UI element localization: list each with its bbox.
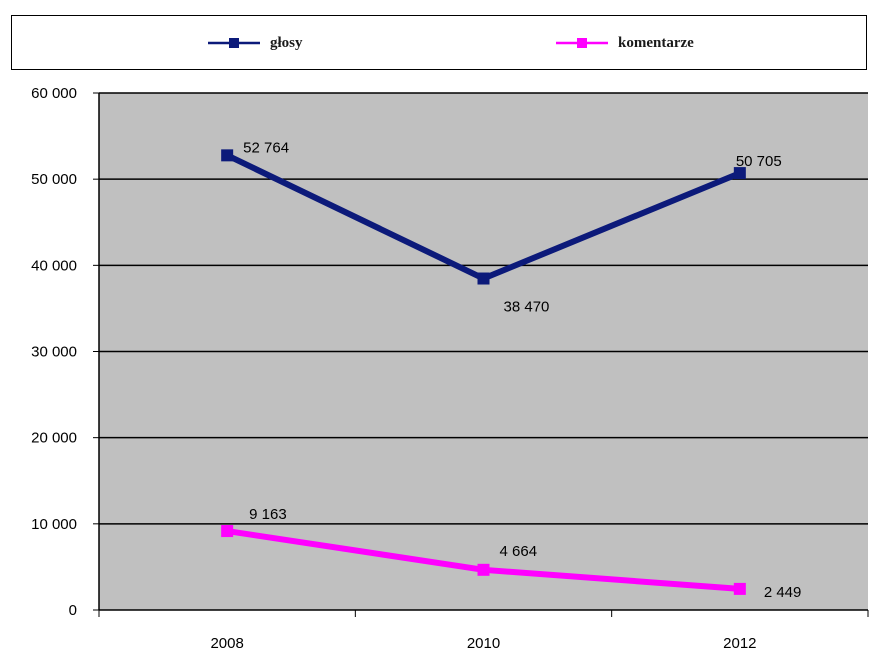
axes <box>98 93 869 617</box>
data-point <box>477 272 490 285</box>
data-point <box>733 167 746 180</box>
x-tick-label: 2010 <box>467 635 500 652</box>
y-tick-label: 30 000 <box>31 344 77 361</box>
legend-item-glosy: głosy <box>208 28 303 58</box>
legend-label-komentarze: komentarze <box>618 34 694 51</box>
series-group: 52 764 38 470 50 705 9 163 4 664 2 449 <box>221 139 801 601</box>
legend: głosy komentarze <box>11 15 867 70</box>
x-tick-label: 2008 <box>210 635 243 652</box>
series-0: 52 764 38 470 50 705 <box>221 139 782 316</box>
grid-lines <box>93 92 868 611</box>
y-tick-label: 60 000 <box>31 85 77 102</box>
legend-marker-glosy <box>208 38 260 48</box>
data-label: 52 764 <box>243 139 289 156</box>
y-tick-label: 10 000 <box>31 516 77 533</box>
data-label: 9 163 <box>249 506 287 523</box>
legend-marker-komentarze <box>556 38 608 48</box>
y-tick-label: 0 <box>69 602 77 619</box>
data-label: 2 449 <box>764 584 802 601</box>
data-label: 50 705 <box>736 153 782 170</box>
y-tick-label: 40 000 <box>31 257 77 274</box>
y-axis-labels: 0 10 000 20 000 30 000 40 000 50 000 60 000 <box>31 85 77 619</box>
x-axis-labels: 2008 2010 2012 <box>210 635 756 652</box>
data-point <box>477 563 490 576</box>
data-point <box>221 525 234 538</box>
series-1: 9 163 4 664 2 449 <box>221 506 801 601</box>
data-point <box>733 582 746 595</box>
x-tick-label: 2012 <box>723 635 756 652</box>
data-label: 38 470 <box>504 299 550 316</box>
data-point <box>221 149 234 162</box>
legend-label-glosy: głosy <box>270 34 303 51</box>
legend-item-komentarze: komentarze <box>556 28 694 58</box>
data-label: 4 664 <box>500 543 538 560</box>
y-tick-label: 50 000 <box>31 171 77 188</box>
y-tick-label: 20 000 <box>31 430 77 447</box>
